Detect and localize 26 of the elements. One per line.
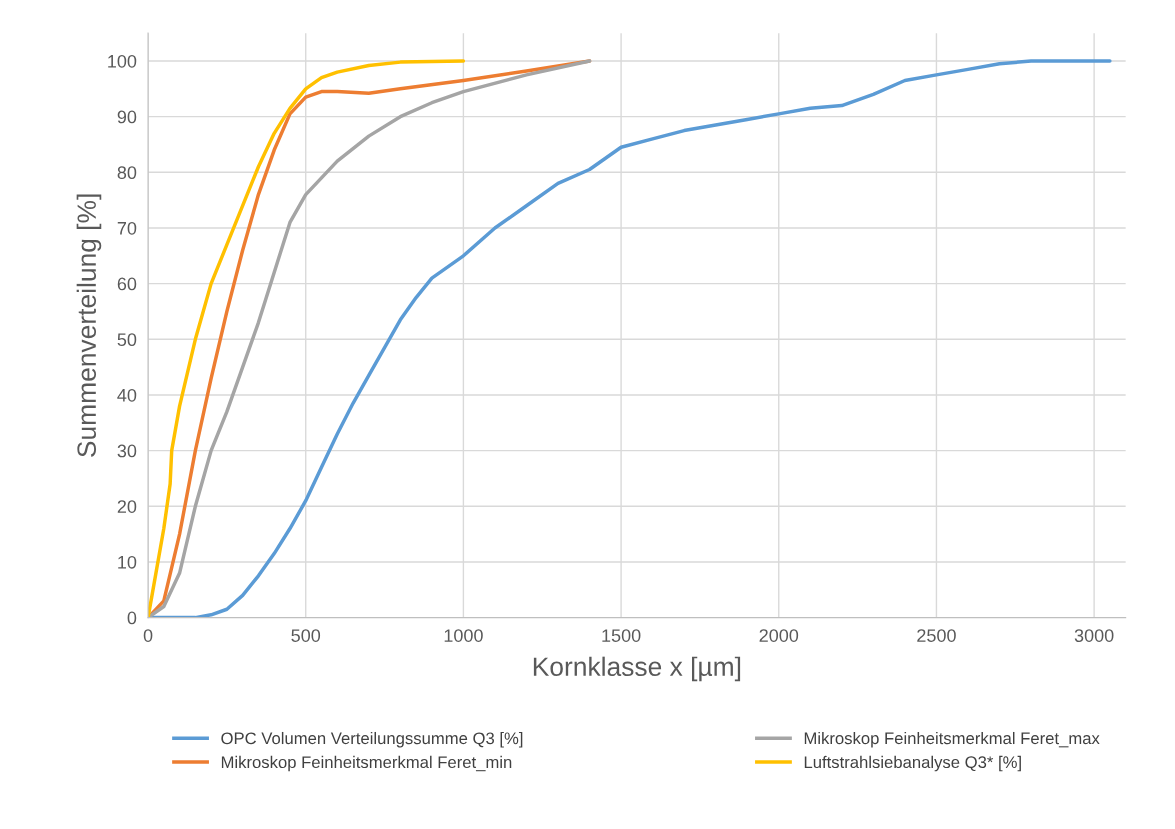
legend-label: Mikroskop Feinheitsmerkmal Feret_max: [804, 731, 1100, 748]
y-axis-title: Summenverteilung [%]: [76, 194, 102, 457]
x-tick-label: 0: [143, 629, 153, 642]
x-axis-title: Kornklasse x [µm]: [533, 656, 741, 682]
legend-label: Mikroskop Feinheitsmerkmal Feret_min: [221, 755, 512, 772]
line-series: [148, 59, 592, 618]
y-tick-label: 50: [117, 333, 137, 347]
x-tick-label: 2500: [917, 629, 956, 642]
x-tick-label: 500: [291, 629, 321, 642]
y-tick-label: 0: [127, 611, 137, 625]
x-tick-label: 1000: [444, 629, 483, 642]
y-tick-label: 20: [117, 500, 137, 513]
y-tick-label: 10: [118, 555, 137, 569]
y-tick-label: 70: [117, 221, 137, 235]
y-tick-label: 60: [117, 277, 137, 291]
legend-label: Luftstrahlsiebanalyse Q3* [%]: [804, 755, 1021, 772]
y-tick-label: 80: [117, 166, 137, 180]
x-tick-label: 3000: [1074, 629, 1114, 642]
x-tick-label: 1500: [602, 629, 641, 642]
y-tick-label: 30: [117, 444, 137, 458]
line-series: [148, 59, 466, 618]
x-tick-label: 2000: [759, 629, 799, 642]
y-tick-label: 90: [117, 110, 137, 124]
legend-label: OPC Volumen Verteilungssumme Q3 [%]: [221, 731, 523, 748]
y-tick-label: 40: [117, 388, 137, 402]
y-tick-label: 100: [108, 54, 137, 68]
